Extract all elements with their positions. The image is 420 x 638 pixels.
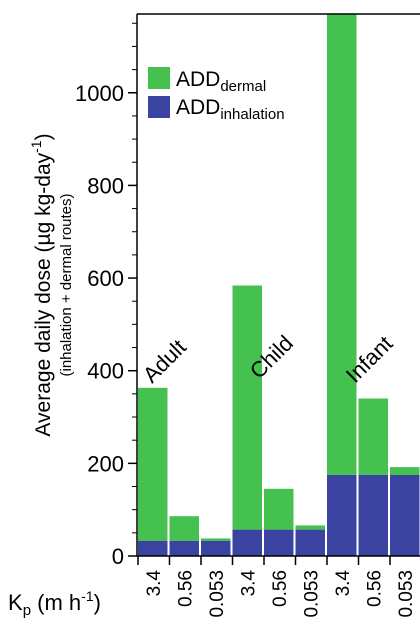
- x-tick-label-4: 3.4: [238, 570, 259, 597]
- x-tick-label-6: 0.053: [301, 570, 322, 618]
- y-tick-label-600: 600: [87, 266, 124, 291]
- x-ticks: 3.4 0.56 0.053 3.4 0.56 0.053 3.4 0.56 0.053: [137, 556, 417, 618]
- legend-label-dermal: ADDdermal: [176, 68, 266, 95]
- bar-inhalation-8: [358, 474, 388, 556]
- bar-dermal-8: [358, 398, 388, 475]
- x-tick-label-7: 3.4: [333, 570, 354, 597]
- group-labels: Adult Child Infant: [138, 330, 398, 387]
- bar-dermal-4: [232, 285, 262, 530]
- bar-dermal-7: [327, 14, 357, 475]
- y-tick-label-1000: 1000: [75, 81, 124, 106]
- bars-layer: [138, 14, 420, 556]
- bar-dermal-5: [264, 488, 294, 530]
- bar-inhalation-3: [201, 540, 231, 556]
- x-tick-label-9: 0.053: [396, 570, 417, 618]
- bar-inhalation-2: [169, 540, 199, 556]
- y-tick-label-0: 0: [112, 544, 124, 569]
- bar-inhalation-7: [327, 474, 357, 556]
- y-axis-subtitle: (inhalation + dermal routes): [58, 193, 75, 376]
- x-tick-label-2: 0.56: [175, 570, 196, 607]
- bar-dermal-6: [295, 525, 325, 530]
- x-tick-label-5: 0.56: [270, 570, 291, 607]
- x-tick-label-3: 0.053: [207, 570, 228, 618]
- x-tick-label-1: 3.4: [144, 570, 165, 597]
- legend: ADDdermal ADDinhalation: [148, 67, 285, 123]
- bar-dermal-1: [138, 387, 168, 541]
- bar-inhalation-5: [264, 529, 294, 556]
- x-axis-title: Kp (m h-1): [8, 588, 101, 619]
- legend-swatch-inhalation: [148, 96, 170, 118]
- legend-label-inhalation: ADDinhalation: [176, 96, 285, 123]
- bar-inhalation-6: [295, 529, 325, 556]
- legend-swatch-dermal: [148, 67, 170, 89]
- group-label-adult: Adult: [138, 334, 191, 387]
- bar-dermal-2: [169, 516, 199, 541]
- bar-inhalation-1: [138, 540, 168, 556]
- x-tick-label-8: 0.56: [364, 570, 385, 607]
- y-ticks: 0 200 400 600 800 1000: [75, 22, 137, 569]
- y-tick-label-400: 400: [87, 359, 124, 384]
- bar-dermal-3: [201, 538, 231, 541]
- bar-inhalation-9: [390, 474, 420, 556]
- y-axis-title: Average daily dose (µg kg-day-1): [28, 133, 55, 436]
- y-tick-label-200: 200: [87, 451, 124, 476]
- bar-dermal-9: [390, 467, 420, 475]
- y-tick-label-800: 800: [87, 173, 124, 198]
- bar-inhalation-4: [232, 529, 262, 556]
